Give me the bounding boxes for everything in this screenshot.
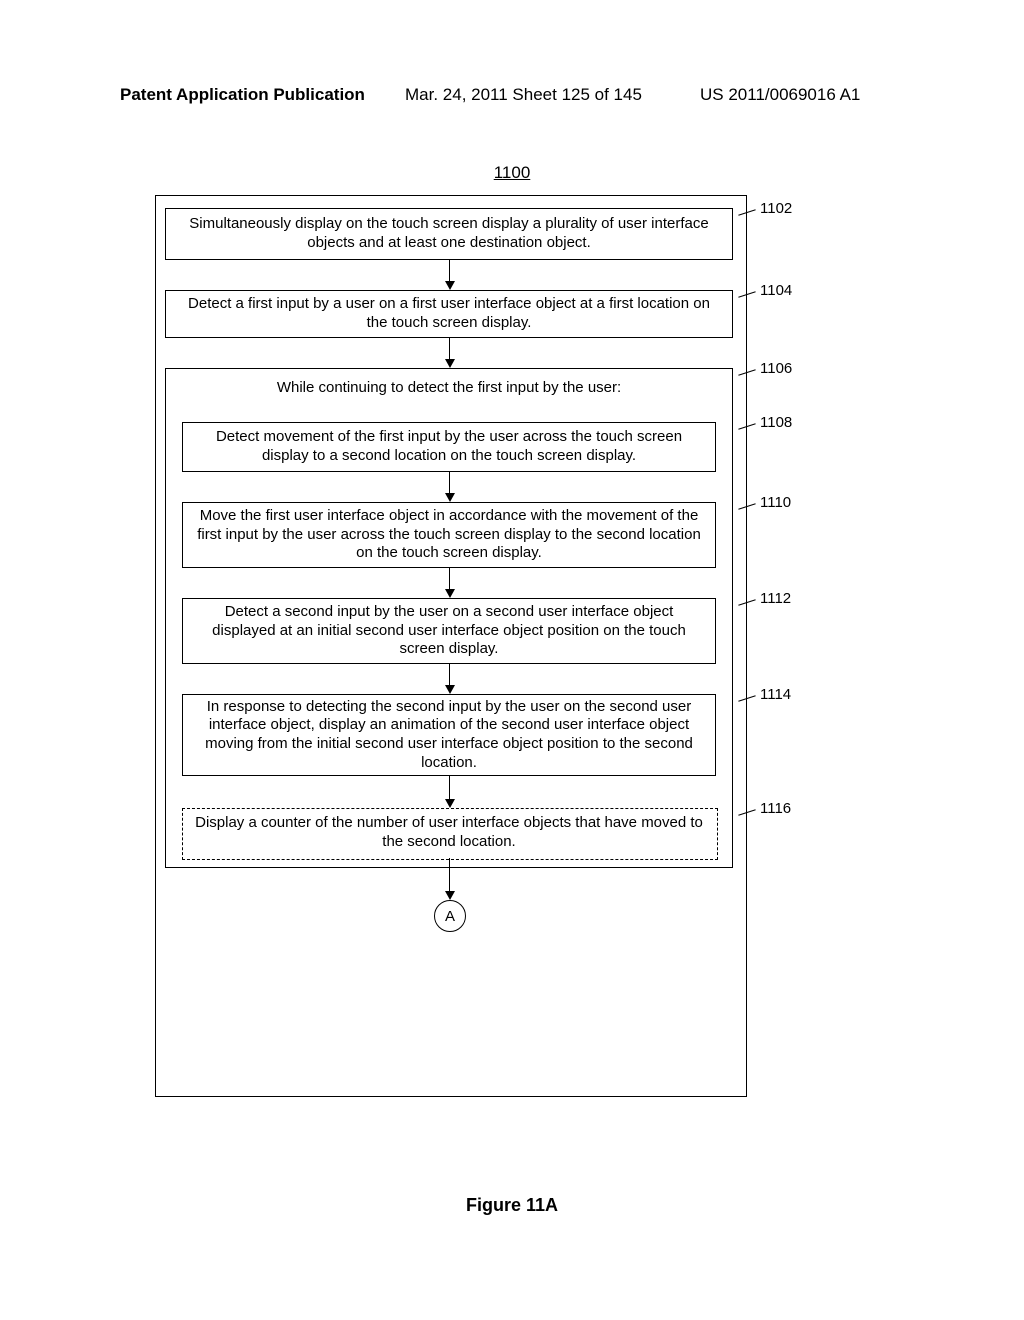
header-mid: Mar. 24, 2011 Sheet 125 of 145 [405,85,642,105]
flow-step-1108: Detect movement of the first input by th… [182,422,716,472]
flow-step-1114: In response to detecting the second inpu… [182,694,716,776]
arrow-head-icon [445,281,455,290]
ref-label-1102: 1102 [760,200,792,217]
page: Patent Application Publication Mar. 24, … [0,0,1024,1320]
flow-step-1110: Move the first user interface object in … [182,502,716,568]
arrow-line-5 [449,776,450,799]
ref-label-1106: 1106 [760,360,792,377]
ref-label-1116: 1116 [760,800,791,817]
flow-step-1116: Display a counter of the number of user … [182,808,716,858]
ref-label-1104: 1104 [760,282,792,299]
arrow-head-icon [445,493,455,502]
arrow-head-icon [445,359,455,368]
arrow-line-3 [449,568,450,589]
arrow-line-2 [449,472,450,493]
ref-label-1112: 1112 [760,590,791,607]
arrow-line-4 [449,664,450,685]
ref-label-1114: 1114 [760,686,791,703]
header-left: Patent Application Publication [120,85,365,105]
figure-number: 1100 [0,163,1024,183]
flow-step-1112: Detect a second input by the user on a s… [182,598,716,664]
ref-label-1110: 1110 [760,494,791,511]
arrow-head-icon [445,799,455,808]
arrow-head-icon [445,589,455,598]
flow-step-1104: Detect a first input by a user on a firs… [165,290,733,338]
arrow-head-icon [445,891,455,900]
flow-step-1102: Simultaneously display on the touch scre… [165,208,733,260]
ref-label-1108: 1108 [760,414,792,431]
flow-container-title-1106: While continuing to detect the first inp… [176,379,722,398]
flow-connector-a: A [434,900,466,932]
header-right: US 2011/0069016 A1 [700,85,860,105]
arrow-line-6 [449,858,450,891]
arrow-head-icon [445,685,455,694]
arrow-line-1 [449,338,450,359]
figure-caption: Figure 11A [0,1195,1024,1216]
arrow-line-0 [449,260,450,281]
